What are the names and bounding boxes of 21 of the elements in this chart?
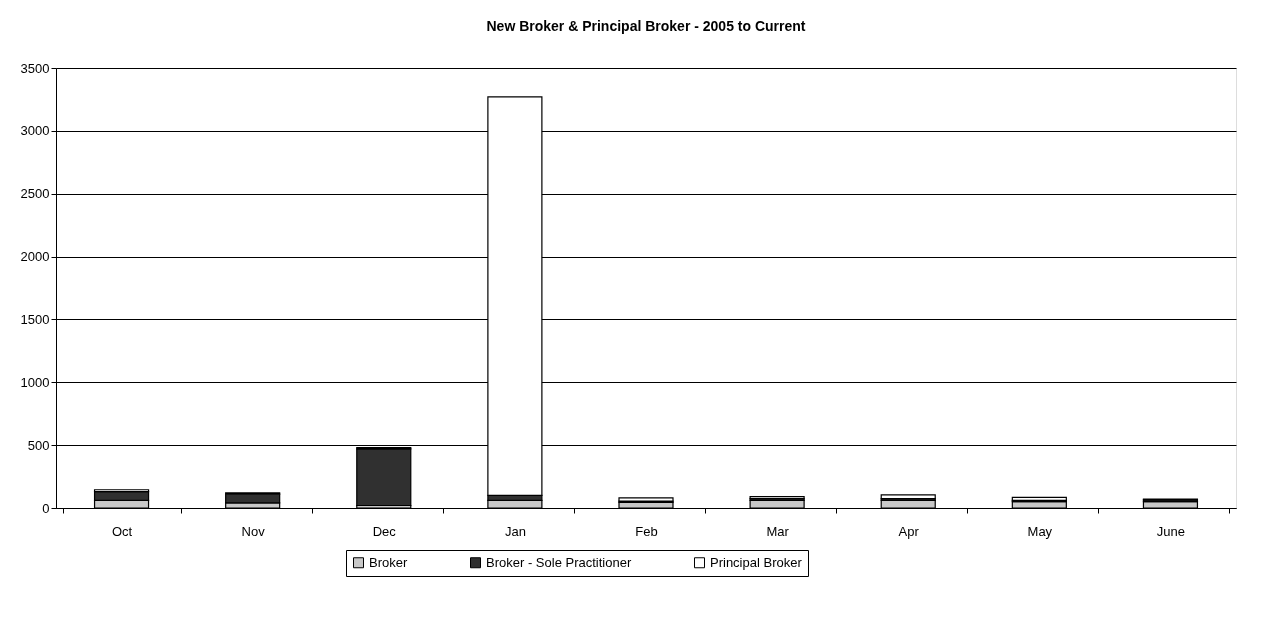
x-tick-label: Mar — [766, 523, 790, 539]
x-tick-label: June — [1156, 523, 1186, 539]
x-tick-label: Oct — [111, 523, 133, 539]
x-tick-label: Nov — [241, 523, 266, 539]
y-tick-label: 3000 — [20, 123, 50, 139]
y-tick-label: 2000 — [20, 249, 50, 265]
legend-label: Broker — [369, 554, 408, 570]
x-tick-label: Dec — [372, 523, 397, 539]
legend-label: Broker - Sole Practitioner — [486, 554, 632, 570]
legend-label: Principal Broker — [710, 554, 803, 570]
x-tick-label: Feb — [635, 523, 658, 539]
y-tick-label: 1000 — [20, 374, 50, 390]
y-tick-label: 500 — [27, 437, 50, 453]
x-tick-label: Apr — [898, 523, 920, 539]
chart-title: New Broker & Principal Broker - 2005 to Current — [486, 18, 806, 34]
y-tick-label: 0 — [42, 500, 50, 516]
x-tick-label: Jan — [504, 523, 526, 539]
y-tick-label: 2500 — [20, 186, 50, 202]
x-tick-label: May — [1027, 523, 1053, 539]
y-tick-label: 1500 — [20, 311, 50, 327]
y-tick-label: 3500 — [20, 60, 50, 76]
